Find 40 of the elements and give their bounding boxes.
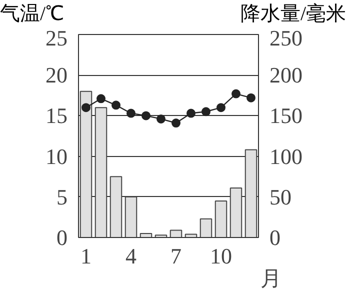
point bbox=[112, 100, 120, 110]
x-tick-label: 10 bbox=[210, 244, 232, 268]
point bbox=[246, 93, 256, 102]
y2-tick-label: 100 bbox=[270, 144, 302, 169]
point bbox=[172, 118, 180, 128]
y2-axis-title: 降水量/毫米 bbox=[240, 3, 346, 25]
point bbox=[126, 108, 136, 118]
bar bbox=[80, 90, 92, 238]
point bbox=[232, 89, 240, 98]
point bbox=[202, 107, 210, 116]
y2-tick-label: 150 bbox=[270, 103, 302, 128]
point bbox=[82, 103, 90, 112]
bar bbox=[170, 230, 182, 238]
point bbox=[96, 94, 106, 104]
point bbox=[216, 103, 226, 112]
y-tick-label: 10 bbox=[46, 144, 68, 169]
bar bbox=[244, 149, 258, 238]
y-tick-label: 15 bbox=[46, 103, 68, 128]
x-axis-title: 月 bbox=[260, 266, 282, 290]
y-tick-label: 25 bbox=[46, 26, 68, 50]
x-tick-label: 7 bbox=[170, 244, 182, 268]
point bbox=[186, 108, 196, 118]
y-tick-label: 20 bbox=[46, 62, 68, 88]
bar bbox=[214, 200, 228, 238]
point bbox=[156, 114, 166, 124]
bar bbox=[110, 176, 122, 238]
bar bbox=[230, 187, 242, 238]
bar bbox=[200, 218, 212, 238]
y-axis-title: 气温/℃ bbox=[0, 3, 64, 25]
y2-tick-label: 250 bbox=[270, 26, 302, 50]
y2-tick-label: 50 bbox=[270, 184, 292, 210]
bar bbox=[94, 107, 108, 238]
y2-tick-label: 0 bbox=[270, 225, 280, 250]
y-tick-label: 0 bbox=[56, 225, 68, 250]
x-tick-label: 1 bbox=[80, 244, 92, 268]
bar bbox=[124, 196, 138, 238]
x-tick-label: 4 bbox=[126, 244, 136, 268]
y-tick-label: 5 bbox=[56, 184, 68, 210]
y2-tick-label: 200 bbox=[270, 62, 302, 88]
point bbox=[142, 111, 150, 120]
